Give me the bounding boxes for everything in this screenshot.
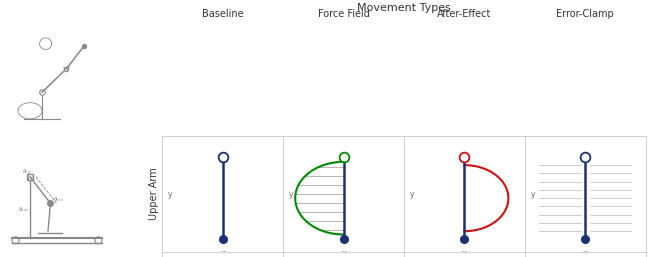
Text: Upper Arm: Upper Arm (149, 168, 159, 221)
Text: $\theta_{hip}$: $\theta_{hip}$ (21, 168, 32, 178)
Text: Movement Types: Movement Types (357, 3, 451, 13)
Text: y: y (167, 189, 172, 199)
Text: y: y (410, 189, 414, 199)
Text: x: x (462, 249, 467, 257)
Text: Error-Clamp: Error-Clamp (556, 9, 614, 19)
Text: $\theta_{kne}$: $\theta_{kne}$ (53, 195, 64, 204)
Text: $\theta_{ank}$: $\theta_{ank}$ (18, 205, 29, 214)
Text: Force Field: Force Field (317, 9, 369, 19)
Text: x: x (221, 249, 225, 257)
Text: Baseline: Baseline (202, 9, 243, 19)
Text: x: x (341, 249, 346, 257)
Text: After-Effect: After-Effect (437, 9, 492, 19)
Text: y: y (289, 189, 293, 199)
Text: x: x (583, 249, 587, 257)
Text: y: y (530, 189, 535, 199)
